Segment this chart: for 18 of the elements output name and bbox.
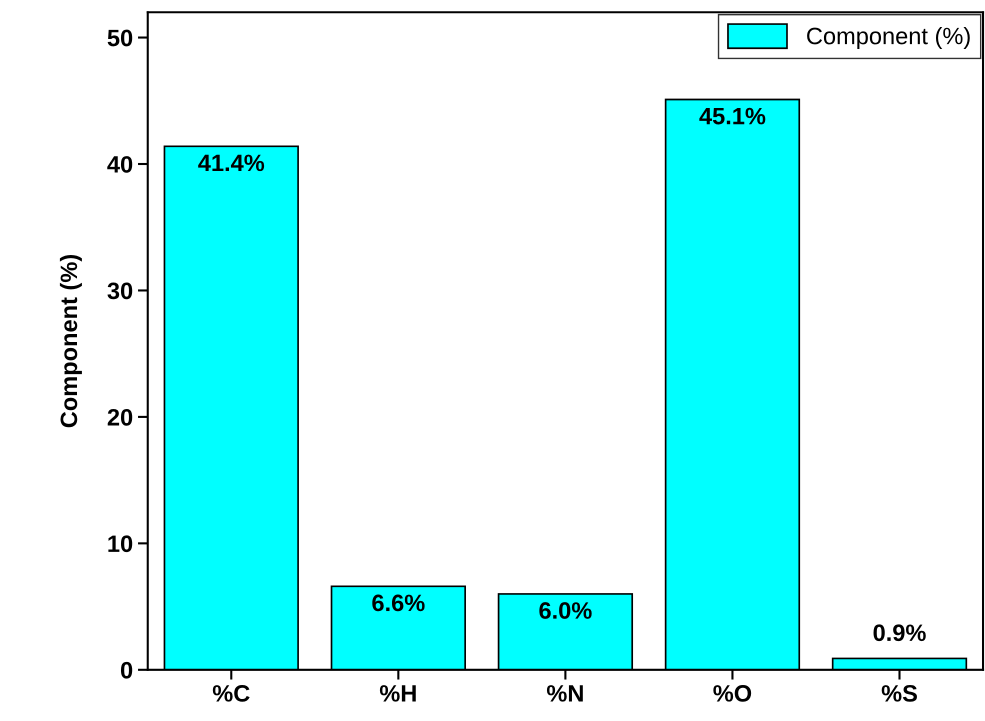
- y-tick-label: 30: [107, 282, 132, 300]
- legend-label: Component (%): [807, 27, 970, 50]
- x-tick-label: %O: [713, 685, 752, 702]
- data-label: 41.4%: [198, 154, 264, 172]
- x-tick-label: %S: [882, 685, 917, 702]
- y-tick-label: 10: [108, 535, 132, 552]
- data-label: 0.9%: [874, 624, 926, 642]
- y-tick-label: 0: [120, 662, 132, 679]
- x-tick-label: %H: [380, 685, 416, 702]
- data-label: 6.0%: [539, 602, 592, 619]
- data-label: 45.1%: [699, 108, 766, 124]
- y-tick-label: 50: [108, 30, 132, 46]
- y-tick-label: 40: [107, 156, 132, 173]
- x-tick-label: %C: [212, 685, 250, 702]
- x-tick-label: %N: [546, 685, 583, 702]
- y-axis-title: Component (%): [60, 254, 82, 428]
- y-tick-label: 20: [108, 408, 132, 426]
- data-label: 6.6%: [372, 594, 425, 612]
